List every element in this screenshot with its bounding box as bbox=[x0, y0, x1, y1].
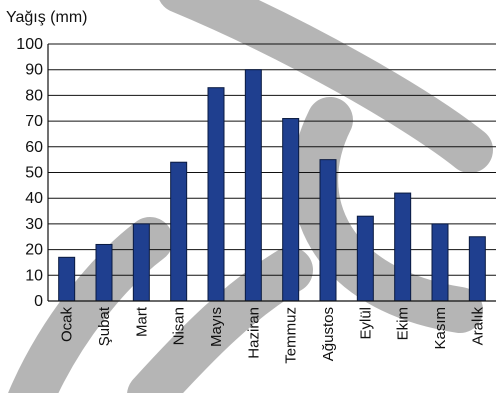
bar-Aralık bbox=[468, 236, 486, 302]
watermark-stroke bbox=[159, 0, 493, 173]
bar-Mayıs bbox=[207, 87, 225, 302]
x-tick-label: Ocak bbox=[59, 307, 76, 343]
x-tick-label: Kasım bbox=[432, 307, 449, 350]
bar-Ağustos bbox=[319, 159, 337, 302]
bar-Mart bbox=[132, 223, 150, 302]
x-tick-label: Eylül bbox=[357, 307, 374, 340]
bar-Nisan bbox=[170, 161, 188, 302]
y-tick-label: 40 bbox=[25, 190, 43, 207]
y-tick-label: 20 bbox=[25, 242, 43, 259]
y-tick-label: 30 bbox=[25, 216, 43, 233]
y-tick-label: 10 bbox=[25, 267, 43, 284]
bar-Temmuz bbox=[282, 118, 300, 302]
bar-Haziran bbox=[244, 69, 262, 302]
y-tick-label: 0 bbox=[34, 293, 43, 310]
x-tick-label: Ağustos bbox=[320, 307, 337, 361]
bar-Eylül bbox=[356, 215, 374, 302]
x-tick-label: Ekim bbox=[395, 307, 412, 340]
bar-Ocak bbox=[58, 256, 76, 302]
bar-Kasım bbox=[431, 223, 449, 302]
y-tick-label: 80 bbox=[25, 87, 43, 104]
y-axis-label: Yağış (mm) bbox=[6, 9, 87, 26]
axes bbox=[47, 44, 496, 302]
watermark-stroke bbox=[127, 247, 313, 398]
x-tick-label: Aralık bbox=[469, 307, 486, 346]
y-tick-label: 90 bbox=[25, 62, 43, 79]
watermark bbox=[7, 0, 493, 398]
y-tick-labels: 0 10 20 30 40 50 60 70 80 90 100 bbox=[16, 36, 43, 310]
x-tick-labels: Ocak Şubat Mart Nisan Mayıs Haziran Temmuz Ağus… bbox=[59, 306, 487, 364]
y-tick-label: 60 bbox=[25, 139, 43, 156]
y-tick-label: 50 bbox=[25, 165, 43, 182]
x-tick-label: Mayıs bbox=[208, 307, 225, 347]
bar-Ekim bbox=[394, 192, 412, 302]
x-tick-label: Nisan bbox=[171, 307, 188, 345]
y-tick-label: 100 bbox=[16, 36, 43, 53]
x-tick-label: Şubat bbox=[96, 306, 113, 346]
x-tick-label: Temmuz bbox=[283, 307, 300, 364]
bar-Şubat bbox=[95, 243, 113, 302]
x-tick-label: Mart bbox=[133, 306, 150, 337]
x-tick-label: Haziran bbox=[245, 307, 262, 359]
y-tick-label: 70 bbox=[25, 113, 43, 130]
